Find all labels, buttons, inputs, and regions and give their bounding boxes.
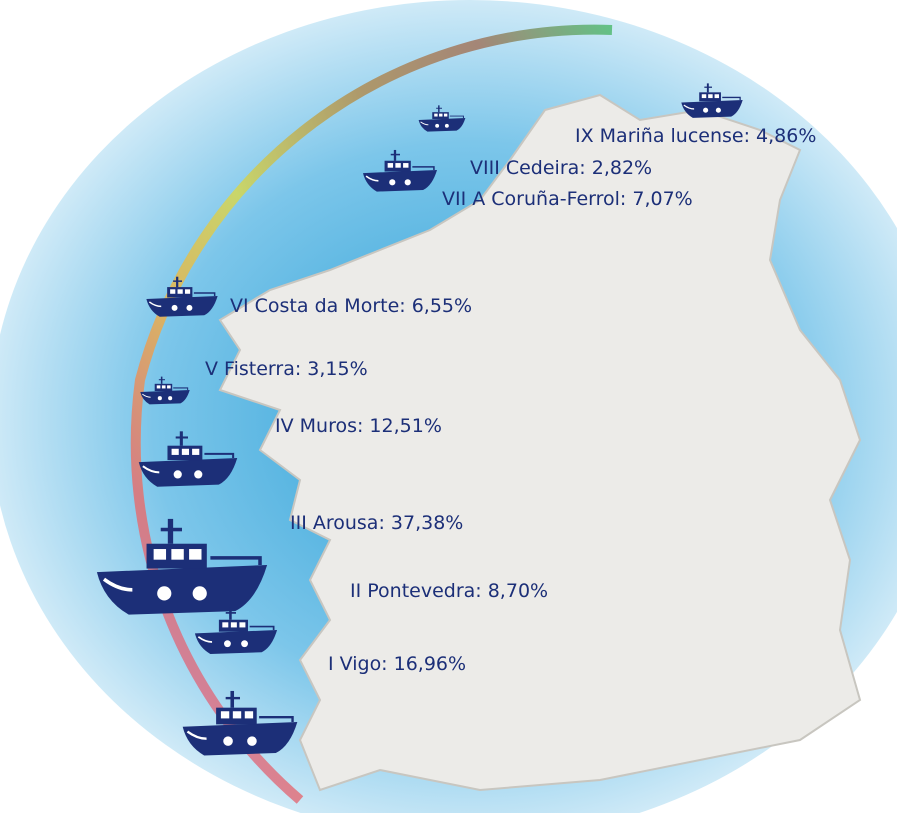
zone-label: VII A Coruña-Ferrol: 7,07%: [442, 188, 693, 210]
zone-label: II Pontevedra: 8,70%: [350, 580, 548, 602]
zone-label: VIII Cedeira: 2,82%: [470, 157, 652, 179]
zone-label: VI Costa da Morte: 6,55%: [230, 295, 472, 317]
zone-label: III Arousa: 37,38%: [290, 512, 463, 534]
zone-label: IX Mariña lucense: 4,86%: [575, 125, 816, 147]
land: [218, 93, 862, 792]
zone-label: I Vigo: 16,96%: [328, 653, 466, 675]
zone-label: V Fisterra: 3,15%: [205, 358, 368, 380]
zone-label: IV Muros: 12,51%: [275, 415, 442, 437]
